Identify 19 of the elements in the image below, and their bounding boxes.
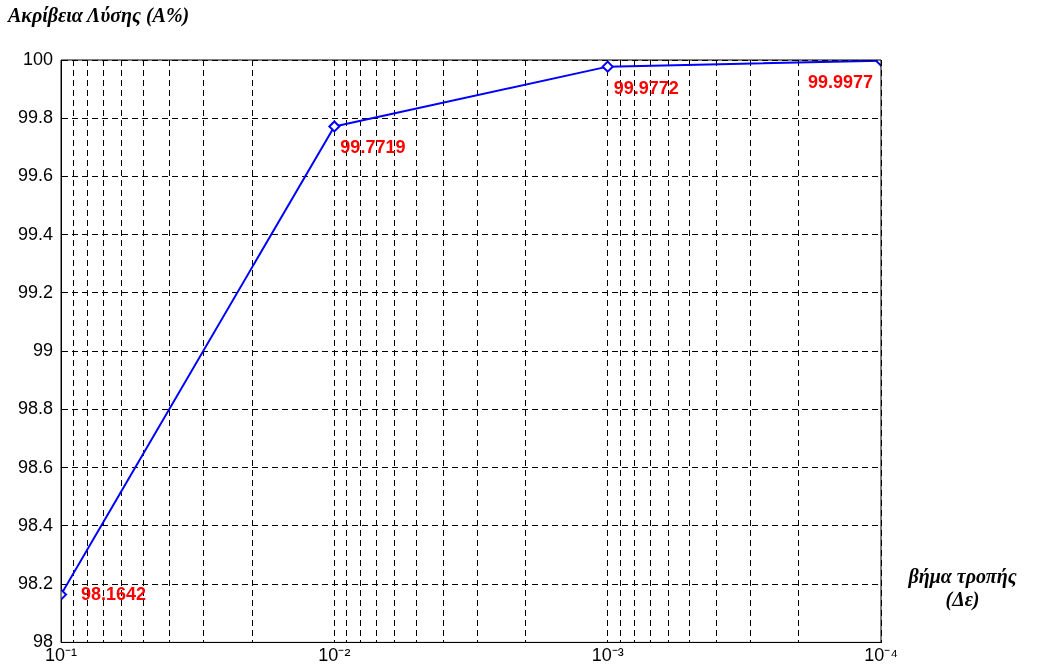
y-tick-label: 98.8 [17,398,54,419]
x-tick-label: 10⁻³ [591,645,624,666]
x-axis-title: βήμα τροπής (Δε) [907,565,1018,611]
y-tick-label: 99.6 [17,165,54,186]
y-tick-label: 99.4 [17,223,54,244]
data-label: 98.1642 [81,583,147,604]
data-label: 99.9772 [613,77,679,98]
y-tick-label: 100 [22,48,54,69]
y-tick-label: 98.4 [17,514,54,535]
y-tick-label: 99.2 [17,281,54,302]
x-tick-label: 10⁻⁴ [864,645,898,666]
y-tick-label: 98.6 [17,456,54,477]
y-axis-title: Ακρίβεια Λύσης (Α%) [8,4,190,27]
data-label: 99.7719 [340,137,406,158]
data-label: 99.9977 [807,71,873,92]
y-tick-label: 98.2 [17,573,54,594]
y-tick-label: 99.8 [17,107,54,128]
y-tick-label: 99 [33,340,54,361]
x-tick-label: 10⁻² [318,645,351,666]
